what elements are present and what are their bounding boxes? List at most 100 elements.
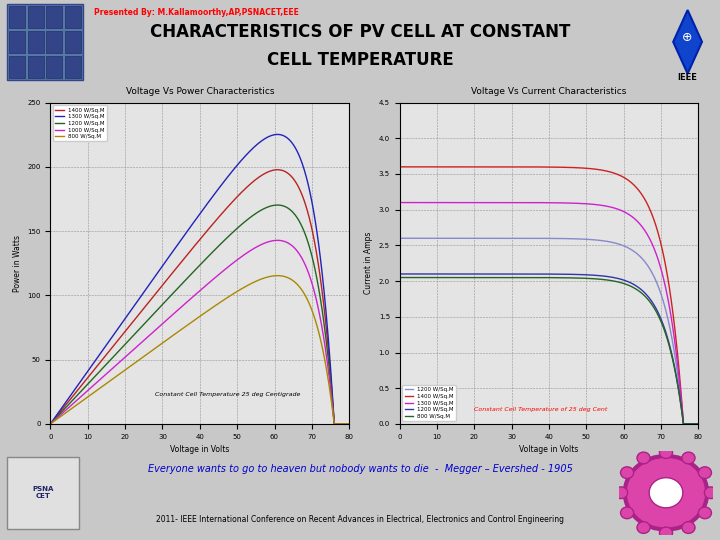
1200 W/Sq.M: [395, 271, 404, 277]
1000 W/Sq.M: [46, 421, 55, 427]
1300 W/Sq.M: [539, 199, 548, 206]
1400 W/Sq.M: [395, 164, 404, 170]
1200 W/Sq.M: [395, 235, 404, 241]
1400 W/Sq.M: [208, 222, 217, 228]
800 W/Sq.M: [188, 319, 197, 325]
Text: ⊕: ⊕: [683, 31, 693, 44]
1400 W/Sq.M: [292, 179, 300, 186]
1200 W/Sq.M: [694, 421, 703, 427]
Circle shape: [637, 522, 650, 534]
Line: 1400 W/Sq.M: 1400 W/Sq.M: [400, 167, 698, 424]
1200 W/Sq.M: [573, 271, 582, 278]
1200 W/Sq.M: [46, 421, 55, 427]
1400 W/Sq.M: [273, 166, 282, 173]
1400 W/Sq.M: [338, 421, 347, 427]
Bar: [46, 31, 63, 53]
1200 W/Sq.M: [188, 269, 197, 276]
1400 W/Sq.M: [539, 164, 548, 170]
1300 W/Sq.M: [573, 200, 582, 207]
1200 W/Sq.M: [539, 235, 548, 241]
1200 W/Sq.M: [688, 421, 696, 427]
Text: Everyone wants to go to heaven but nobody wants to die  -  Megger – Evershed - 1: Everyone wants to go to heaven but nobod…: [148, 464, 572, 474]
Circle shape: [621, 467, 634, 478]
Text: CELL TEMPERATURE: CELL TEMPERATURE: [266, 51, 454, 69]
Text: PSNA
CET: PSNA CET: [32, 486, 54, 500]
1200 W/Sq.M: [208, 249, 217, 256]
1200 W/Sq.M: [573, 235, 582, 242]
1200 W/Sq.M: [190, 268, 199, 274]
Bar: [27, 56, 44, 78]
1300 W/Sq.M: [190, 219, 199, 225]
1400 W/Sq.M: [46, 421, 55, 427]
1200 W/Sq.M: [537, 271, 546, 277]
Bar: [46, 6, 63, 28]
1300 W/Sq.M: [557, 200, 566, 206]
1400 W/Sq.M: [573, 165, 582, 171]
1400 W/Sq.M: [694, 421, 703, 427]
1200 W/Sq.M: [224, 233, 233, 240]
Circle shape: [682, 522, 695, 534]
1200 W/Sq.M: [292, 213, 300, 219]
Line: 800 W/Sq.M: 800 W/Sq.M: [400, 278, 698, 424]
1400 W/Sq.M: [557, 164, 566, 171]
Y-axis label: Power in Watts: Power in Watts: [13, 235, 22, 292]
Text: Constant Cell Temperature 25 deg Centigrade: Constant Cell Temperature 25 deg Centigr…: [155, 392, 300, 396]
X-axis label: Voltage in Volts: Voltage in Volts: [519, 445, 579, 454]
1400 W/Sq.M: [640, 195, 649, 202]
1000 W/Sq.M: [292, 246, 300, 253]
1400 W/Sq.M: [537, 164, 546, 170]
Line: 1200 W/Sq.M: 1200 W/Sq.M: [50, 205, 349, 424]
1200 W/Sq.M: [273, 202, 282, 208]
800 W/Sq.M: [640, 293, 649, 299]
Bar: [27, 6, 44, 28]
Text: CHARACTERISTICS OF PV CELL AT CONSTANT: CHARACTERISTICS OF PV CELL AT CONSTANT: [150, 23, 570, 41]
800 W/Sq.M: [395, 274, 404, 281]
Line: 1300 W/Sq.M: 1300 W/Sq.M: [400, 202, 698, 424]
1300 W/Sq.M: [188, 221, 197, 227]
1000 W/Sq.M: [188, 294, 197, 301]
1200 W/Sq.M: [557, 235, 566, 242]
800 W/Sq.M: [190, 317, 199, 323]
Circle shape: [660, 527, 672, 539]
1400 W/Sq.M: [680, 421, 688, 427]
Y-axis label: Current in Amps: Current in Amps: [364, 232, 373, 294]
1400 W/Sq.M: [190, 243, 199, 249]
1300 W/Sq.M: [537, 199, 546, 206]
Text: IEEE: IEEE: [678, 72, 698, 82]
Circle shape: [625, 456, 707, 530]
1400 W/Sq.M: [688, 421, 696, 427]
800 W/Sq.M: [338, 421, 347, 427]
Bar: [9, 6, 24, 28]
800 W/Sq.M: [345, 421, 354, 427]
800 W/Sq.M: [224, 294, 233, 300]
1300 W/Sq.M: [208, 194, 217, 200]
Circle shape: [704, 487, 717, 498]
Text: Constant Cell Temperature of 25 deg Cent: Constant Cell Temperature of 25 deg Cent: [474, 407, 608, 412]
Circle shape: [615, 487, 628, 498]
Bar: [7, 4, 83, 79]
Line: 1000 W/Sq.M: 1000 W/Sq.M: [50, 240, 349, 424]
1000 W/Sq.M: [224, 264, 233, 270]
Legend: 1400 W/Sq.M, 1300 W/Sq.M, 1200 W/Sq.M, 1000 W/Sq.M, 800 W/Sq.M: 1400 W/Sq.M, 1300 W/Sq.M, 1200 W/Sq.M, 1…: [53, 105, 107, 141]
1000 W/Sq.M: [345, 421, 354, 427]
1000 W/Sq.M: [273, 237, 282, 244]
Bar: [9, 31, 24, 53]
800 W/Sq.M: [537, 274, 546, 281]
1300 W/Sq.M: [680, 421, 688, 427]
800 W/Sq.M: [539, 274, 548, 281]
1400 W/Sq.M: [224, 203, 233, 210]
1300 W/Sq.M: [688, 421, 696, 427]
1200 W/Sq.M: [640, 289, 649, 296]
Line: 1200 W/Sq.M: 1200 W/Sq.M: [400, 274, 698, 424]
X-axis label: Voltage in Volts: Voltage in Volts: [170, 445, 230, 454]
1200 W/Sq.M: [688, 421, 696, 427]
1300 W/Sq.M: [224, 173, 233, 179]
Title: Voltage Vs Current Characteristics: Voltage Vs Current Characteristics: [472, 87, 626, 96]
800 W/Sq.M: [292, 280, 300, 286]
1200 W/Sq.M: [557, 271, 566, 278]
800 W/Sq.M: [688, 421, 696, 427]
1200 W/Sq.M: [680, 421, 688, 427]
Bar: [46, 56, 63, 78]
Text: 2011- IEEE International Conference on Recent Advances in Electrical, Electronic: 2011- IEEE International Conference on R…: [156, 515, 564, 524]
1300 W/Sq.M: [694, 421, 703, 427]
